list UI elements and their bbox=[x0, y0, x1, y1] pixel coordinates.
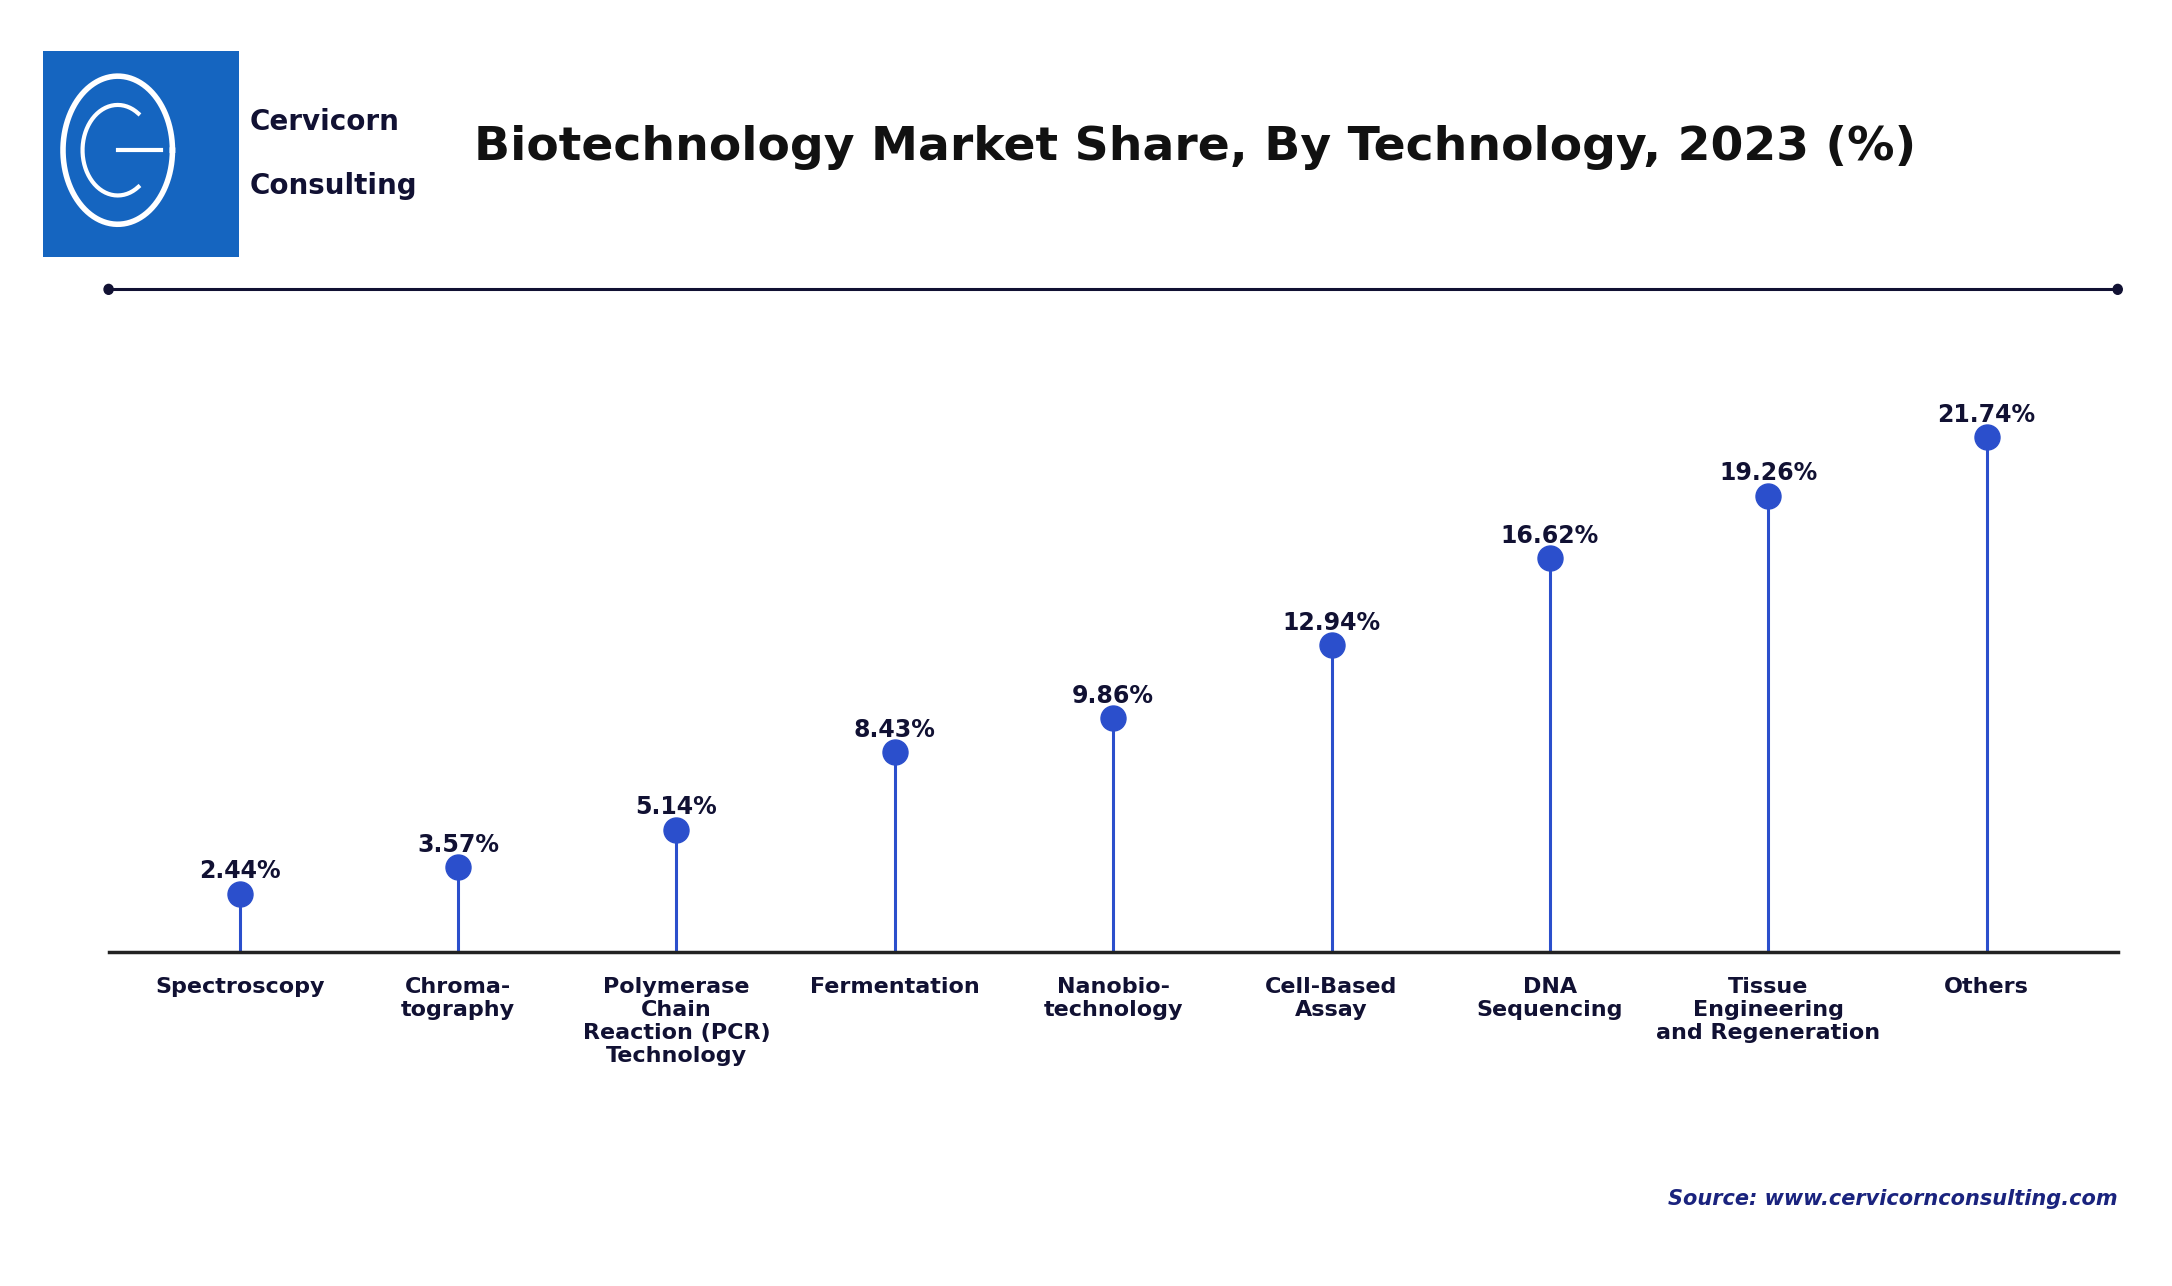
Text: 5.14%: 5.14% bbox=[636, 795, 717, 819]
Text: 21.74%: 21.74% bbox=[1937, 403, 2035, 427]
Text: 8.43%: 8.43% bbox=[854, 718, 936, 742]
Text: 19.26%: 19.26% bbox=[1720, 462, 1818, 485]
Text: 3.57%: 3.57% bbox=[417, 832, 500, 856]
Text: 9.86%: 9.86% bbox=[1073, 684, 1153, 707]
Text: 16.62%: 16.62% bbox=[1501, 523, 1599, 548]
Text: 2.44%: 2.44% bbox=[200, 859, 280, 883]
Text: 12.94%: 12.94% bbox=[1281, 611, 1381, 635]
Text: Source: www.cervicornconsulting.com: Source: www.cervicornconsulting.com bbox=[1668, 1188, 2118, 1209]
Text: Biotechnology Market Share, By Technology, 2023 (%): Biotechnology Market Share, By Technolog… bbox=[473, 126, 1916, 170]
Text: Cervicorn: Cervicorn bbox=[250, 108, 400, 136]
Text: Consulting: Consulting bbox=[250, 172, 417, 201]
